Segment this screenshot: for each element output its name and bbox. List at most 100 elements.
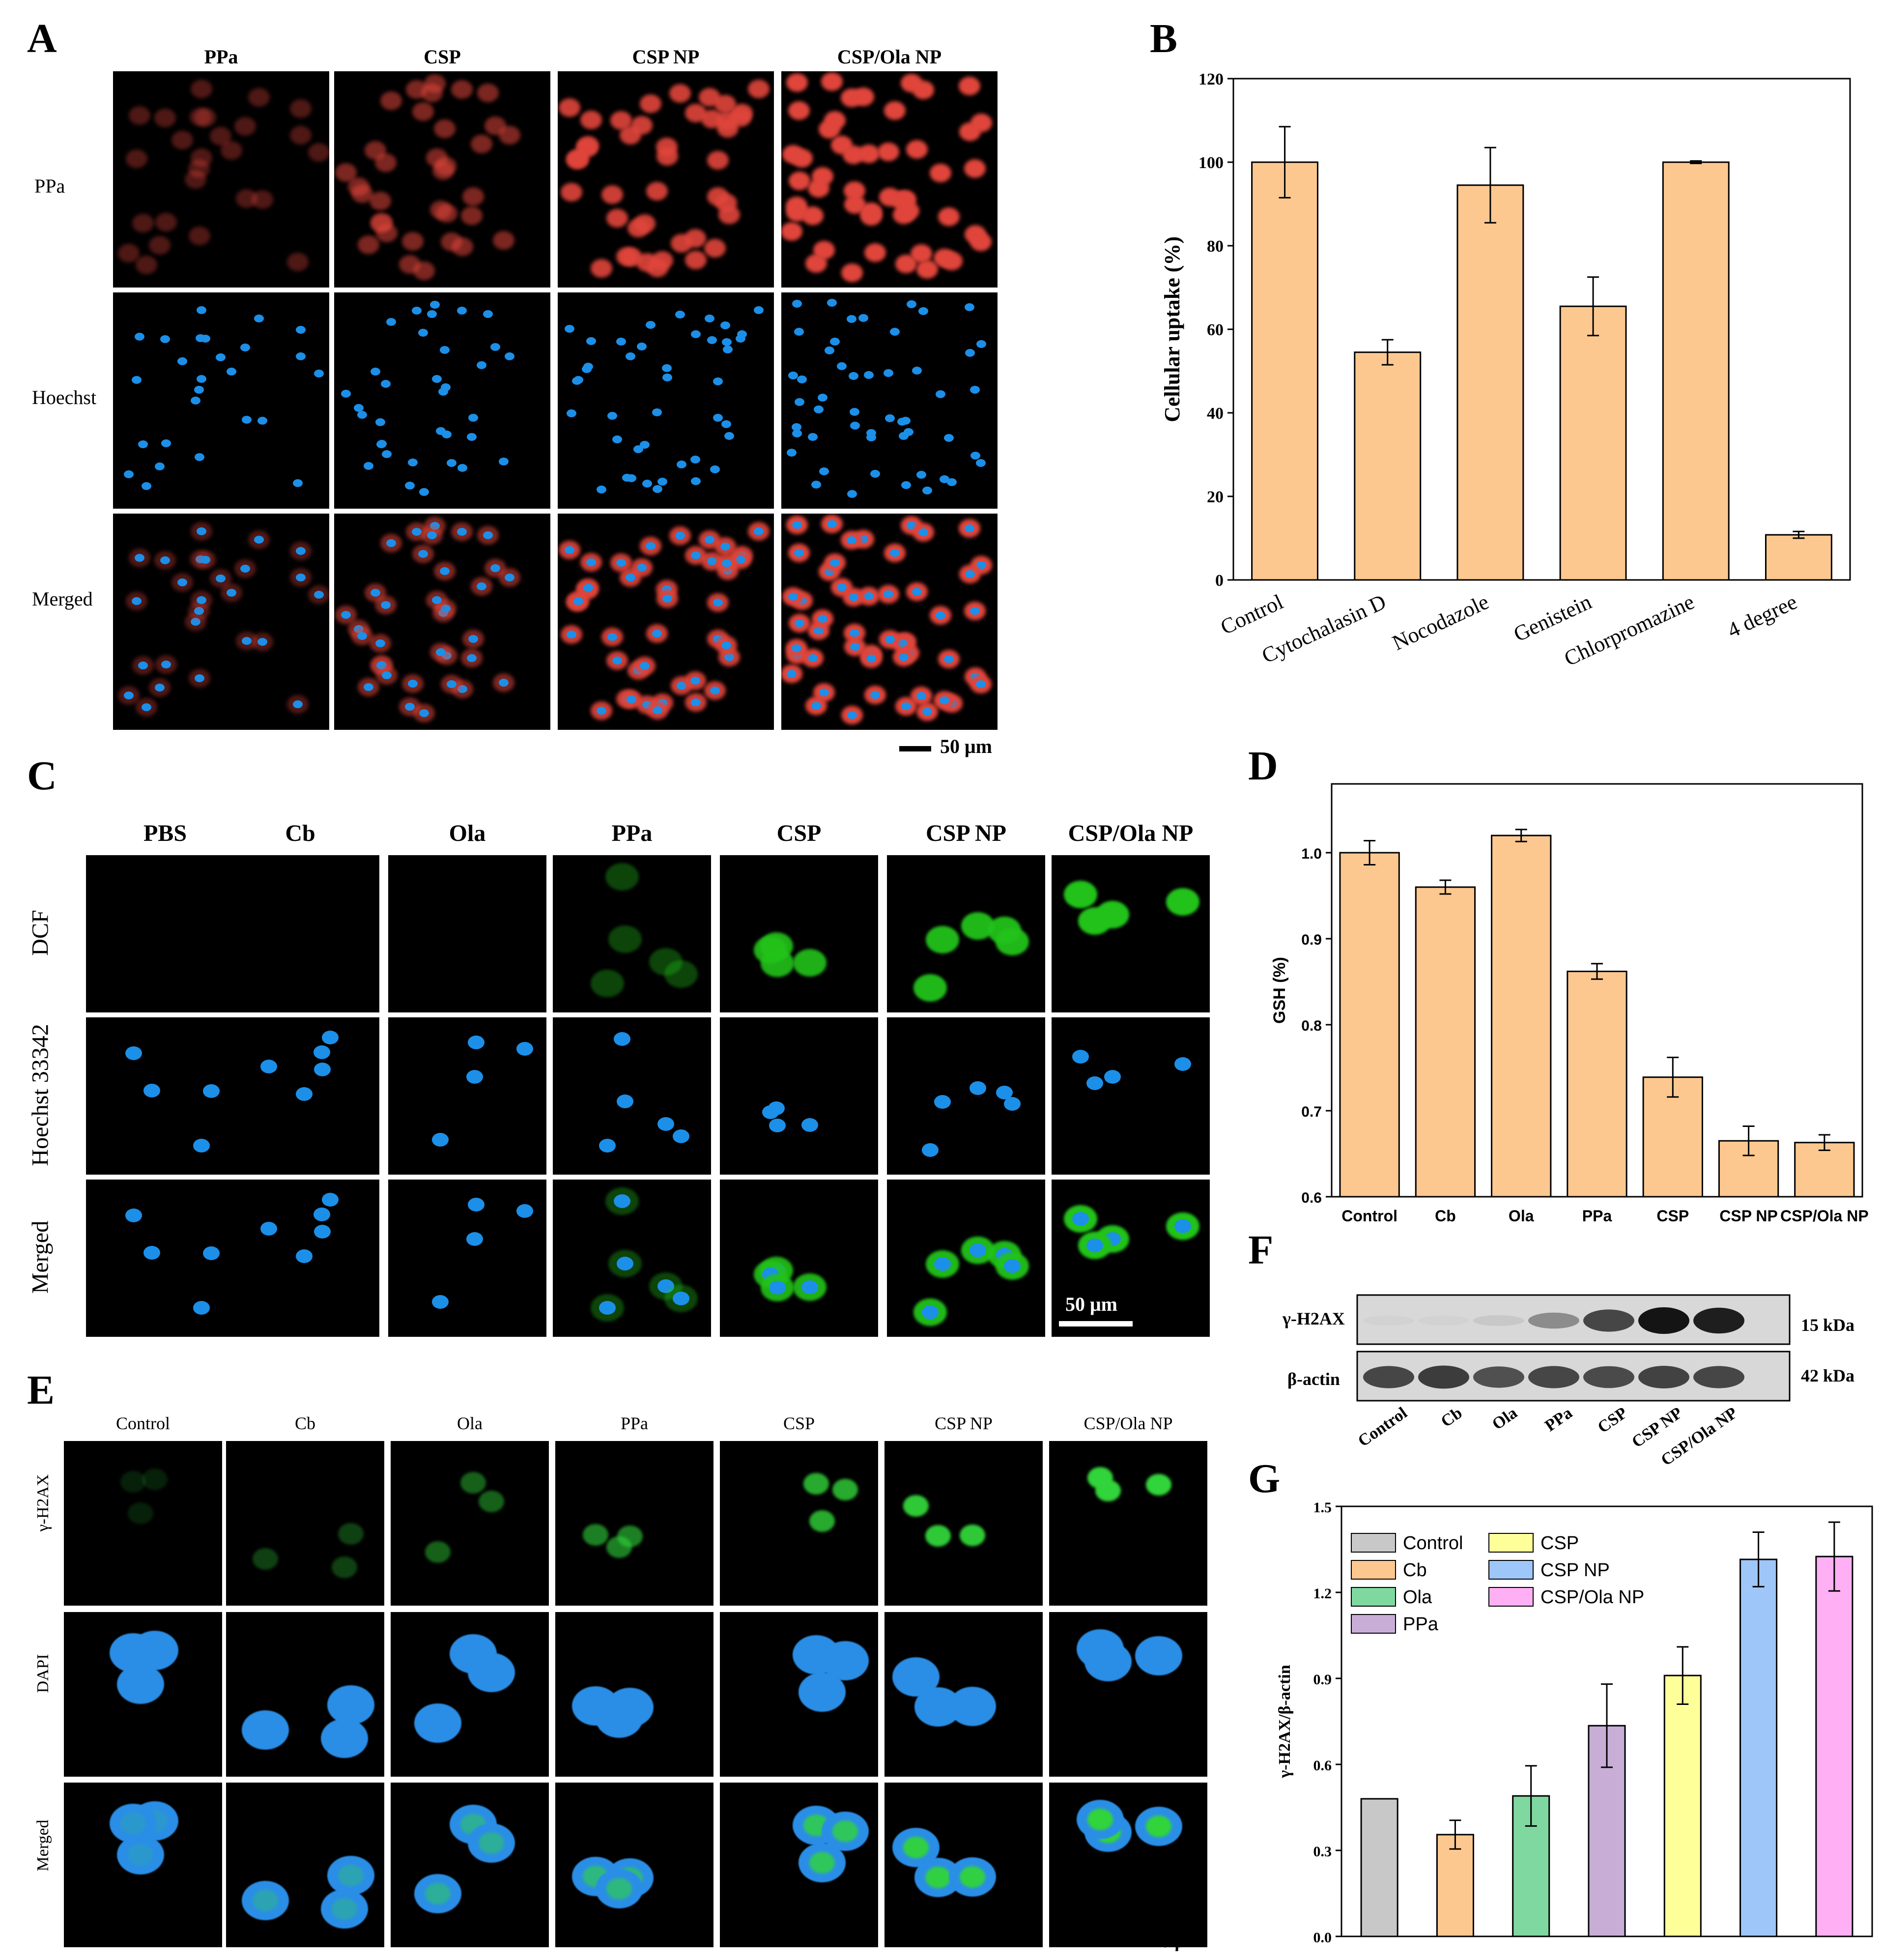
nucleus-cell — [295, 1087, 313, 1101]
ppa-signal-cell — [433, 119, 456, 138]
panel-e-tile-r0-c5 — [884, 1441, 1043, 1606]
nucleus-cell — [786, 669, 797, 678]
panel-c-row-0: DCF — [27, 910, 54, 956]
nucleus-cell — [135, 553, 145, 562]
nucleus-cell — [202, 1084, 220, 1098]
nucleus-cell — [691, 551, 701, 560]
nucleus-cell — [125, 1046, 143, 1060]
blot-band — [1473, 1366, 1524, 1388]
nucleus-cell — [296, 547, 306, 555]
nucleus-cell — [125, 1208, 143, 1222]
nucleus-cell — [627, 695, 637, 703]
panel-a-col-3: CSP/Ola NP — [837, 46, 942, 68]
nucleus-cell — [439, 567, 450, 575]
h2ax-foci — [832, 1820, 858, 1843]
nucleus-cell — [123, 692, 134, 700]
nucleus-cell — [483, 531, 493, 539]
h2ax-foci — [1146, 1816, 1172, 1838]
nucleus-cell — [466, 1232, 483, 1246]
nucleus-cell — [819, 467, 829, 475]
panel-a-row-2: Merged — [32, 588, 93, 610]
panel-f-band-name-0: γ-H2AX — [1283, 1309, 1345, 1328]
nucleus-cell — [431, 596, 442, 605]
panel-c-tile-r2-c5 — [887, 1180, 1045, 1337]
panel-e-tile-r0-c0 — [64, 1441, 222, 1606]
panel-e-tile-r2-c6 — [1049, 1783, 1207, 1947]
bar-csp-np — [1739, 1558, 1778, 1937]
panel-a-tile-r1-c0 — [113, 292, 329, 509]
ppa-signal-cell — [155, 212, 177, 231]
nucleus-cell — [944, 434, 954, 442]
panel-a-scale-bar — [899, 746, 931, 751]
nucleus-cell — [675, 310, 685, 318]
h2ax-foci — [425, 1541, 451, 1563]
ppa-signal-cell — [236, 189, 258, 208]
nucleus-cell — [411, 306, 422, 315]
ppa-signal-cell — [782, 144, 804, 164]
panel-c-row-1: Hoechst 33342 — [27, 1024, 54, 1166]
nucleus-cell — [813, 405, 824, 414]
nucleus-cell — [912, 588, 922, 596]
ppa-signal-cell — [606, 209, 628, 228]
nucleus-cell — [138, 662, 148, 670]
ppa-signal-cell — [558, 98, 580, 117]
nucleus-cell — [827, 520, 837, 528]
bar-genistein — [1559, 305, 1627, 581]
panel-c-tile-r1-c2 — [388, 1017, 546, 1175]
nucleus-cell — [596, 486, 606, 494]
nucleus-cell — [662, 373, 672, 381]
ppa-signal-cell — [860, 207, 883, 226]
nucleus-cell — [476, 582, 486, 590]
nucleus-cell — [652, 629, 662, 637]
panel-e-col-4: CSP — [783, 1413, 815, 1433]
nucleus-cell — [918, 307, 928, 315]
nucleus-cell — [468, 1653, 515, 1693]
ppa-signal-cell — [132, 214, 154, 233]
nucleus-cell — [690, 676, 701, 685]
panel-c-tile-r2-c4 — [720, 1180, 878, 1337]
panel-c-tile-r2-c1 — [221, 1180, 379, 1337]
nucleus-cell — [970, 451, 980, 460]
h2ax-foci — [479, 1832, 505, 1854]
nucleus-cell — [720, 542, 731, 550]
nucleus-cell — [567, 409, 576, 418]
nucleus-cell — [408, 458, 418, 466]
h2ax-foci — [903, 1837, 929, 1859]
nucleus-cell — [257, 417, 267, 425]
ppa-signal-cell — [351, 184, 373, 203]
nucleus-cell — [116, 1665, 164, 1704]
nucleus-cell — [916, 692, 926, 700]
ppa-signal-cell — [251, 190, 273, 209]
nucleus-cell — [849, 593, 859, 602]
nucleus-cell — [672, 1129, 689, 1144]
ppa-signal-cell — [365, 141, 387, 160]
nucleus-cell — [939, 696, 949, 704]
nucleus-cell — [640, 441, 650, 449]
nucleus-cell — [314, 590, 324, 599]
nucleus-cell — [976, 340, 986, 348]
ppa-signal-cell — [451, 80, 473, 99]
panel-c-tile-r0-c5 — [887, 855, 1045, 1012]
nucleus-cell — [646, 542, 656, 550]
panel-e-tile-r0-c6 — [1049, 1441, 1207, 1606]
nucleus-cell — [1004, 1097, 1021, 1111]
h2ax-foci — [803, 1473, 829, 1495]
bar-control — [1360, 1798, 1398, 1937]
nucleus-cell — [364, 462, 374, 470]
panel-e-col-6: CSP/Ola NP — [1084, 1413, 1173, 1433]
nucleus-cell — [705, 315, 715, 323]
legend-label: CSP — [1540, 1533, 1579, 1554]
ppa-signal-cell — [380, 91, 402, 111]
panel-letter-a: A — [27, 16, 57, 61]
h2ax-foci — [460, 1472, 486, 1494]
panel-e-tile-r1-c0 — [64, 1612, 222, 1777]
panel-e-tile-r0-c3 — [555, 1441, 713, 1606]
nucleus-cell — [754, 527, 764, 535]
nucleus-cell — [341, 389, 351, 398]
panel-a-tile-r1-c1 — [334, 292, 550, 509]
nucleus-cell — [754, 306, 764, 314]
nucleus-cell — [899, 432, 909, 440]
y-tick-label: 1.0 — [1301, 846, 1322, 862]
ppa-signal-cell — [840, 88, 862, 108]
dcf-signal-cell — [649, 948, 683, 976]
